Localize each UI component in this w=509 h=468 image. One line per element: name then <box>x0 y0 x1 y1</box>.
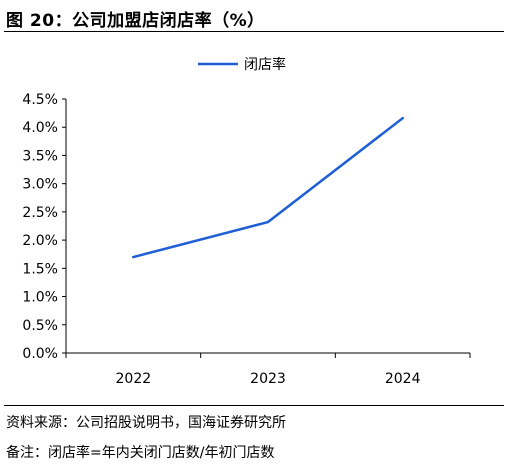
y-axis-ticks: 0.0% 0.5% 1.0% 1.5% 2.0% 2.5% 3.0% 3.5% 4.0% 4.5% <box>22 92 66 362</box>
x-tick-label: 2022 <box>116 371 152 387</box>
series-line <box>132 116 404 259</box>
y-tick-label: 2.5% <box>22 205 58 221</box>
y-tick-label: 1.0% <box>22 290 58 306</box>
legend-label: 闭店率 <box>244 56 286 73</box>
y-tick-label: 2.0% <box>22 233 58 249</box>
remark-note: 备注：闭店率=年内关闭门店数/年初门店数 <box>6 445 275 461</box>
data-point <box>132 255 135 259</box>
chart-axes <box>65 99 470 354</box>
y-tick-label: 3.5% <box>22 148 58 164</box>
data-point <box>401 116 404 120</box>
y-tick-label: 1.5% <box>22 261 58 277</box>
x-axis-ticks: 2022 2023 2024 <box>65 353 471 387</box>
footer-divider <box>4 405 504 406</box>
y-tick-label: 0.0% <box>22 346 58 362</box>
data-point <box>266 220 270 224</box>
y-tick-label: 0.5% <box>22 318 58 334</box>
y-tick-label: 4.5% <box>22 92 58 108</box>
source-note: 资料来源：公司招股说明书，国海证券研究所 <box>6 415 286 431</box>
title-divider <box>4 31 504 32</box>
y-tick-label: 3.0% <box>22 177 58 193</box>
series-layer <box>132 116 404 259</box>
x-tick-label: 2024 <box>385 371 421 387</box>
x-tick-label: 2023 <box>250 371 286 387</box>
chart-title: 图 20：公司加盟店闭店率（%） <box>6 11 265 31</box>
legend: 闭店率 <box>198 56 286 73</box>
y-tick-label: 4.0% <box>22 120 58 136</box>
